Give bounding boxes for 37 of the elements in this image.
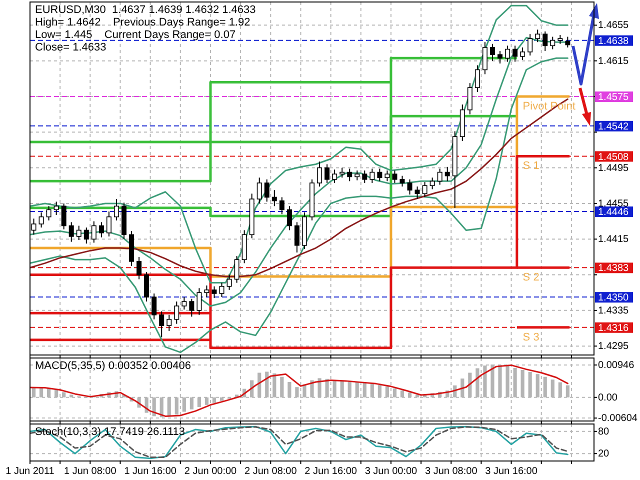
annotation: High= 1.4642 Previous Days Range= 1.92	[35, 16, 250, 28]
y-tick-label: 20	[598, 448, 610, 460]
ref-line-label: 1.4383	[598, 263, 630, 274]
chart-title: EURUSD,M30 1.4637 1.4639 1.4632 1.4633	[35, 4, 256, 16]
ref-line-label: 1.4575	[598, 92, 630, 104]
y-tick-label: 1.4335	[598, 305, 630, 316]
y-tick-label: -0.00604	[598, 413, 638, 424]
y-tick-label: 80	[598, 426, 610, 438]
ref-line-label: 1.4350	[598, 292, 630, 304]
annotation: Low= 1.445 Current Days Range= 0.07	[35, 29, 236, 41]
ref-line-label: 1.4316	[598, 322, 630, 334]
y-tick-label: 0.00946	[598, 360, 635, 371]
y-tick-label: 1.4415	[598, 234, 630, 246]
ref-line-label: 1.4638	[598, 36, 630, 47]
y-tick-label: 1.4615	[598, 56, 630, 67]
y-tick-label: 0.00	[598, 392, 618, 404]
y-tick-label: 1.4295	[598, 341, 630, 352]
ref-line-label: 1.4446	[598, 207, 630, 218]
chart-title: MACD(5,35,5) 0.00352 0.00406	[35, 360, 191, 372]
ref-line-label: 1.4508	[598, 152, 630, 163]
x-tick-label: 2 Jun 00:00	[184, 466, 238, 478]
annotation: Close= 1.4633	[35, 42, 106, 54]
x-tick-label: 2 Jun 16:00	[304, 466, 358, 478]
x-tick-label: 2 Jun 08:00	[244, 466, 298, 478]
annotation: S 2	[522, 272, 540, 284]
x-tick-label: 1 Jun 16:00	[124, 466, 177, 478]
ref-line-label: 1.4542	[598, 122, 630, 133]
y-tick-label: 1.4655	[598, 20, 630, 32]
annotation: S 3	[522, 331, 540, 344]
y-tick-label: 1.4455	[598, 198, 630, 210]
x-tick-label: 3 Jun 16:00	[485, 466, 538, 478]
y-tick-label: 1.4495	[598, 162, 630, 174]
x-tick-label: 3 Jun 08:00	[424, 466, 478, 478]
x-tick-label: 1 Jun 2011	[6, 466, 55, 478]
x-tick-label: 1 Jun 08:00	[64, 466, 117, 478]
x-tick-label: 3 Jun 00:00	[364, 466, 418, 478]
annotation: S 1	[522, 160, 540, 172]
